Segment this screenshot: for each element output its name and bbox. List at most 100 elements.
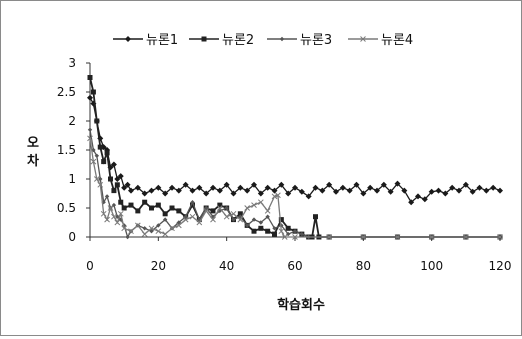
data-point — [182, 181, 189, 188]
data-point — [162, 190, 169, 197]
data-point-stroke — [175, 222, 182, 229]
data-point — [251, 228, 257, 234]
data-point — [203, 190, 210, 197]
data-point — [237, 211, 243, 217]
data-point — [285, 225, 291, 231]
data-point-stroke — [87, 135, 93, 142]
y-tick-label: 0 — [68, 230, 76, 244]
data-point — [265, 228, 271, 234]
data-point-stroke — [148, 225, 155, 232]
data-point — [360, 190, 367, 197]
data-point-stroke — [189, 213, 196, 220]
x-tick-label: 60 — [287, 259, 302, 273]
data-point — [264, 184, 271, 191]
series-1 — [87, 94, 503, 206]
data-point — [111, 213, 117, 220]
data-point — [299, 231, 305, 237]
data-point — [281, 234, 288, 240]
y-tick-label: 2.5 — [57, 85, 76, 99]
data-point — [490, 184, 497, 191]
data-point-stroke — [196, 219, 203, 226]
data-point — [162, 211, 168, 217]
data-point — [275, 192, 281, 199]
data-point — [190, 200, 195, 205]
data-point — [149, 205, 154, 211]
data-point — [374, 187, 380, 194]
x-tick-label: 0 — [86, 259, 94, 273]
data-point-stroke — [237, 216, 244, 223]
data-point — [101, 159, 107, 165]
legend-item-1: 뉴론1 — [113, 33, 178, 48]
data-point-stroke — [97, 181, 104, 188]
data-point — [175, 187, 182, 194]
data-point — [201, 36, 207, 42]
legend-label: 뉴론1 — [146, 33, 178, 48]
data-point — [98, 176, 103, 182]
y-tick-label: 2 — [68, 114, 76, 128]
data-point-stroke — [134, 222, 141, 229]
data-point — [114, 176, 121, 182]
series-2 — [87, 75, 503, 240]
data-point — [190, 202, 195, 208]
data-point — [476, 184, 483, 191]
data-point-stroke — [264, 208, 271, 214]
data-point — [203, 208, 210, 214]
data-point — [87, 94, 93, 101]
data-point — [134, 222, 141, 229]
data-point — [312, 184, 319, 191]
data-point — [97, 144, 103, 150]
data-point — [251, 217, 257, 222]
data-point-stroke — [141, 231, 148, 237]
data-point — [141, 190, 148, 197]
data-point — [251, 202, 257, 208]
data-point — [251, 181, 257, 188]
data-point — [114, 219, 121, 226]
data-point — [223, 213, 230, 220]
data-point-stroke — [93, 176, 100, 182]
data-point — [326, 181, 333, 188]
legend-label: 뉴론2 — [222, 33, 254, 48]
y-tick-label: 0.5 — [57, 201, 76, 215]
data-point — [237, 184, 244, 191]
data-point — [91, 147, 96, 153]
data-point — [128, 228, 134, 235]
series-4 — [87, 135, 503, 240]
data-point-stroke — [257, 199, 264, 206]
data-point — [169, 205, 175, 211]
data-point — [292, 184, 298, 191]
data-point-stroke — [182, 216, 189, 223]
data-point — [121, 184, 128, 191]
data-point — [216, 205, 223, 211]
data-point — [176, 208, 182, 214]
data-point-stroke — [162, 231, 169, 237]
data-point — [462, 234, 469, 240]
data-point — [124, 181, 131, 188]
data-point — [353, 181, 360, 188]
y-axis-label-char-2: 차 — [27, 153, 39, 169]
data-point — [118, 199, 124, 205]
data-point — [279, 36, 285, 42]
data-point — [265, 214, 270, 219]
data-point — [210, 208, 216, 214]
data-point-stroke — [155, 228, 162, 235]
data-point — [415, 193, 421, 200]
data-point-stroke — [360, 36, 366, 42]
data-point — [257, 199, 264, 206]
data-point — [210, 216, 216, 223]
data-point-stroke — [90, 158, 97, 165]
data-point — [104, 216, 110, 223]
data-point — [271, 187, 278, 194]
data-point — [125, 234, 130, 240]
data-point — [216, 187, 223, 194]
data-point — [141, 231, 148, 237]
data-point — [97, 181, 104, 188]
data-point — [456, 187, 462, 194]
data-point — [196, 219, 203, 226]
series-line — [89, 77, 500, 238]
data-point — [305, 193, 312, 200]
data-point-stroke — [169, 225, 175, 232]
x-tick-label: 120 — [489, 259, 512, 273]
series-line — [89, 129, 500, 239]
data-point — [155, 228, 162, 235]
